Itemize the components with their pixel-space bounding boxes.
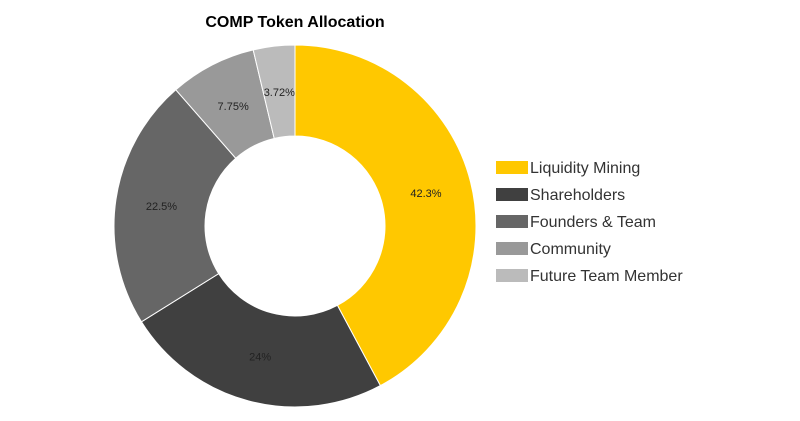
slices-group <box>113 44 477 408</box>
legend-swatch <box>496 188 528 201</box>
legend-label: Shareholders <box>530 187 625 204</box>
legend-item-liquidity-mining: Liquidity Mining <box>496 160 640 177</box>
legend-swatch <box>496 269 528 282</box>
slice-shareholders <box>140 272 382 408</box>
legend-label: Liquidity Mining <box>530 160 640 177</box>
chart-title: COMP Token Allocation <box>205 14 384 31</box>
slice-label-community: 7.75% <box>218 101 249 113</box>
legend: Liquidity Mining Shareholders Founders & T… <box>496 160 683 285</box>
legend-item-future-team-member: Future Team Member <box>496 268 683 285</box>
legend-item-community: Community <box>496 241 611 258</box>
legend-swatch <box>496 215 528 228</box>
legend-item-founders-and-team: Founders & Team <box>496 214 656 231</box>
legend-label: Founders & Team <box>530 214 656 231</box>
legend-label: Future Team Member <box>530 268 683 285</box>
slice-label-shareholders: 24% <box>249 351 271 363</box>
slice-label-future-team-member: 3.72% <box>264 87 295 99</box>
slice-future-team-member <box>252 44 296 140</box>
legend-label: Community <box>530 241 611 258</box>
legend-item-shareholders: Shareholders <box>496 187 625 204</box>
slice-labels-group: 42.3% 24% 22.5% 7.75% 3.72% <box>146 87 442 364</box>
legend-swatch <box>496 161 528 174</box>
slice-label-liquidity-mining: 42.3% <box>410 188 441 200</box>
slice-label-founders-and-team: 22.5% <box>146 201 177 213</box>
slice-liquidity-mining <box>294 44 477 387</box>
slice-founders-and-team <box>113 89 237 323</box>
legend-swatch <box>496 242 528 255</box>
